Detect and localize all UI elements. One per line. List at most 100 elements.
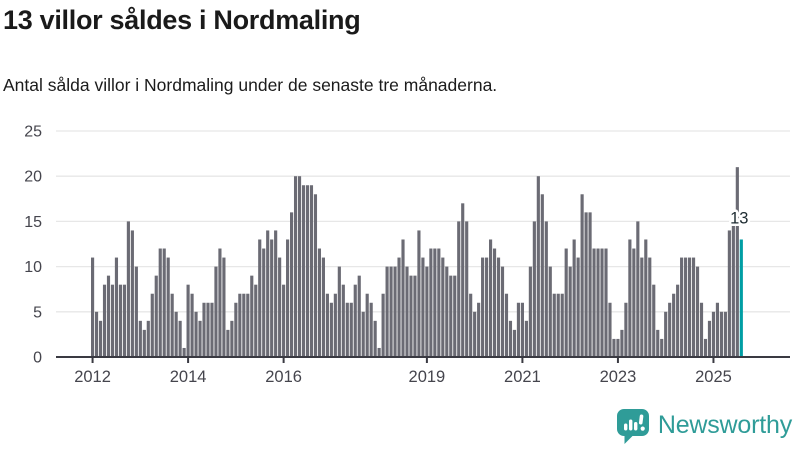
bar [210,302,214,357]
bar [572,239,576,357]
bar [377,347,381,357]
bar [186,284,190,357]
x-tick-label: 2021 [504,368,541,386]
bar [337,266,341,357]
bar [246,293,250,357]
bar [357,275,361,357]
bar [230,320,234,357]
y-tick-label: 15 [24,214,42,231]
bar [345,302,349,357]
bar [254,284,258,357]
bar [413,275,417,357]
bar [668,302,672,357]
bar [122,284,126,357]
y-tick-label: 20 [24,169,42,186]
bar [699,302,704,357]
bar [190,293,194,357]
bar [222,257,226,357]
bar [453,275,457,357]
bar [154,275,158,357]
bar [325,293,329,357]
bar [672,293,676,357]
bar [496,257,501,357]
bar [162,248,166,357]
bar [202,302,206,357]
bar [648,257,652,357]
bar [437,248,441,357]
bar [305,185,310,357]
bar [580,194,584,357]
bar [226,329,230,357]
bar [469,293,473,357]
bar [110,284,115,357]
bar [719,311,723,357]
bar [102,284,107,357]
bar [365,293,369,357]
bar [313,194,318,357]
bar [707,320,712,357]
bar [512,329,517,357]
bar [727,230,731,357]
bar [636,221,640,357]
bar [588,212,592,357]
bar [401,239,405,357]
highlight-bar [739,239,743,357]
bar [528,266,532,357]
bar [158,248,162,357]
bar [218,248,222,357]
x-tick-label: 2012 [74,368,111,386]
bar [178,320,182,357]
bar [262,248,266,357]
highlight-value-label-halo: 13 [730,209,748,227]
bar [449,275,453,357]
bar [270,239,274,357]
bar [576,257,580,357]
bar [417,230,421,357]
bar [592,248,596,357]
y-tick-label: 5 [33,304,42,321]
bar [214,266,218,357]
bar [465,221,469,357]
bar [632,248,636,357]
bar [242,293,246,357]
bar [652,284,656,357]
bar [640,257,644,357]
x-tick-label: 2016 [265,368,302,386]
bar [676,284,680,357]
bar [329,302,333,357]
bar [624,302,628,357]
bar [473,311,477,357]
bar [381,293,385,357]
bar [684,257,688,357]
bar [393,266,397,357]
bar [445,266,449,357]
bar [429,248,433,357]
bar [628,239,632,357]
bar [500,266,505,357]
bar [317,248,322,357]
bar [293,176,298,357]
bar [258,239,262,357]
newsworthy-logo-icon [616,409,649,444]
bar [385,266,389,357]
x-tick-label: 2014 [170,368,207,386]
bar [612,338,616,357]
bar [286,239,290,357]
bar [616,338,620,357]
x-tick-label: 2023 [600,368,637,386]
bar [409,275,413,357]
bar [142,329,146,357]
bar [333,293,337,357]
bar [290,212,294,357]
bar [301,185,306,357]
bar [114,257,119,357]
bar [194,311,198,357]
bar [703,338,708,357]
bar [477,302,481,357]
bar [600,248,604,357]
bar [341,284,345,357]
logo-bar-1 [623,423,628,431]
bar [405,266,409,357]
bar [174,311,178,357]
